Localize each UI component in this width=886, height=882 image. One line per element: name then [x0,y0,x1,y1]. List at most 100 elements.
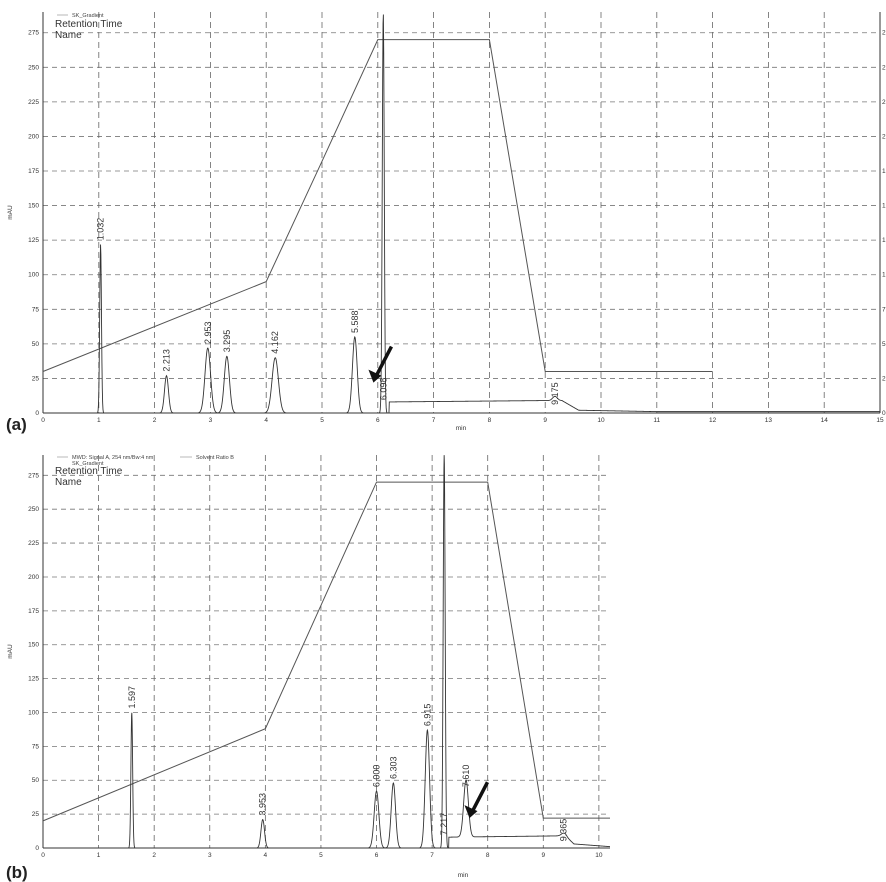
x-tick-label: 7 [430,852,434,859]
y-tick-label: 200 [28,133,39,140]
right-tick-label: 0 [882,410,886,417]
y-tick-label: 225 [28,99,39,106]
legend-entry: SK_Gradient [72,13,104,19]
peak-label: 3.295 [222,330,232,353]
peak-label: 1.032 [96,218,106,241]
y-tick-label: 25 [32,811,40,818]
x-tick-label: 13 [765,417,773,424]
x-tick-label: 1 [97,417,101,424]
y-tick-label: 125 [28,676,39,683]
legend-entry: SK_Gradient [72,461,104,467]
x-axis-title: min [458,872,469,879]
y-tick-label: 50 [32,341,40,348]
chromatogram-signal [43,455,611,849]
right-tick-label: 5 [882,341,886,348]
x-tick-label: 8 [486,852,490,859]
y-tick-label: 175 [28,168,39,175]
x-tick-label: 15 [876,417,884,424]
y-tick-label: 225 [28,540,39,547]
right-tick-label: 1 [882,237,886,244]
right-tick-label: 1 [882,272,886,279]
peak-label: 9.175 [550,382,560,405]
legend-entry: Solvent Ratio B [196,455,234,461]
x-tick-label: 2 [153,417,157,424]
y-tick-label: 0 [35,845,39,852]
y-tick-label: 75 [32,306,40,313]
x-tick-label: 5 [320,417,324,424]
peak-label: 7.610 [461,765,471,788]
y-tick-label: 25 [32,375,40,382]
right-tick-label: 2 [882,375,886,382]
x-tick-label: 5 [319,852,323,859]
right-tick-label: 7 [882,306,886,313]
x-tick-label: 3 [208,852,212,859]
panel-label: (b) [6,863,28,882]
x-tick-label: 8 [488,417,492,424]
annotation-arrow-head [464,805,478,819]
legend-entry: Name [55,477,82,488]
panel-b-chart: 0 25 50 75 100 125 150 175 200 225 250 275 0 1 2 3 4 5 6 7 8… [6,455,611,882]
peak-label: 7.217 [439,813,449,836]
chromatogram-signal [43,14,880,414]
annotation-arrow-shaft [374,345,393,377]
legend-entry: Retention Time [55,466,123,477]
x-tick-label: 9 [543,417,547,424]
x-tick-label: 6 [375,852,379,859]
annotation-arrow-head [368,369,382,383]
x-tick-label: 2 [152,852,156,859]
x-tick-label: 4 [264,852,268,859]
y-tick-label: 200 [28,574,39,581]
x-axis-title: min [456,425,467,432]
y-tick-label: 275 [28,30,39,37]
peak-label: 4.162 [270,331,280,354]
peak-label: 6.000 [372,765,382,788]
x-tick-label: 9 [541,852,545,859]
right-tick-label: 2 [882,133,886,140]
x-tick-label: 10 [595,852,603,859]
peak-label: 2.953 [203,321,213,344]
peak-label: 6.303 [388,756,398,779]
x-tick-label: 12 [709,417,717,424]
y-axis-title: mAU [7,205,14,220]
y-axis-title: mAU [7,644,14,659]
y-tick-label: 175 [28,608,39,615]
panel-label: (a) [6,415,27,434]
right-tick-label: 2 [882,30,886,37]
peak-label: 9.365 [559,819,569,842]
x-tick-label: 0 [41,417,45,424]
x-tick-label: 1 [97,852,101,859]
peak-label: 6.915 [422,704,432,727]
x-tick-label: 4 [264,417,268,424]
y-tick-label: 250 [28,64,39,71]
x-tick-label: 14 [821,417,829,424]
x-tick-label: 7 [432,417,436,424]
gradient-series-line [42,39,713,373]
right-tick-label: 1 [882,168,886,175]
y-tick-label: 100 [28,272,39,279]
legend-entry: Name [55,30,82,41]
x-tick-label: 6 [376,417,380,424]
y-tick-label: 125 [28,237,39,244]
y-tick-label: 150 [28,642,39,649]
y-tick-label: 50 [32,777,40,784]
y-tick-label: 100 [28,709,39,716]
annotation-arrow-shaft [470,781,490,812]
right-tick-label: 1 [882,203,886,210]
legend-entry: Retention Time [55,19,123,30]
right-tick-label: 2 [882,99,886,106]
y-tick-label: 275 [28,472,39,479]
x-tick-label: 11 [653,417,660,424]
peak-label: 1.597 [127,686,137,709]
peak-label: 5.588 [350,310,360,333]
y-tick-label: 75 [32,743,40,750]
y-tick-label: 150 [28,203,39,210]
x-tick-label: 0 [41,852,45,859]
peak-label: 6.098 [378,378,388,401]
peak-label: 2.213 [161,349,171,372]
y-tick-label: 0 [35,410,39,417]
legend-entry: MWD: Signal A, 254 nm/Bw:4 nm [72,455,154,461]
gradient-series-line [42,481,610,822]
x-tick-label: 10 [597,417,605,424]
